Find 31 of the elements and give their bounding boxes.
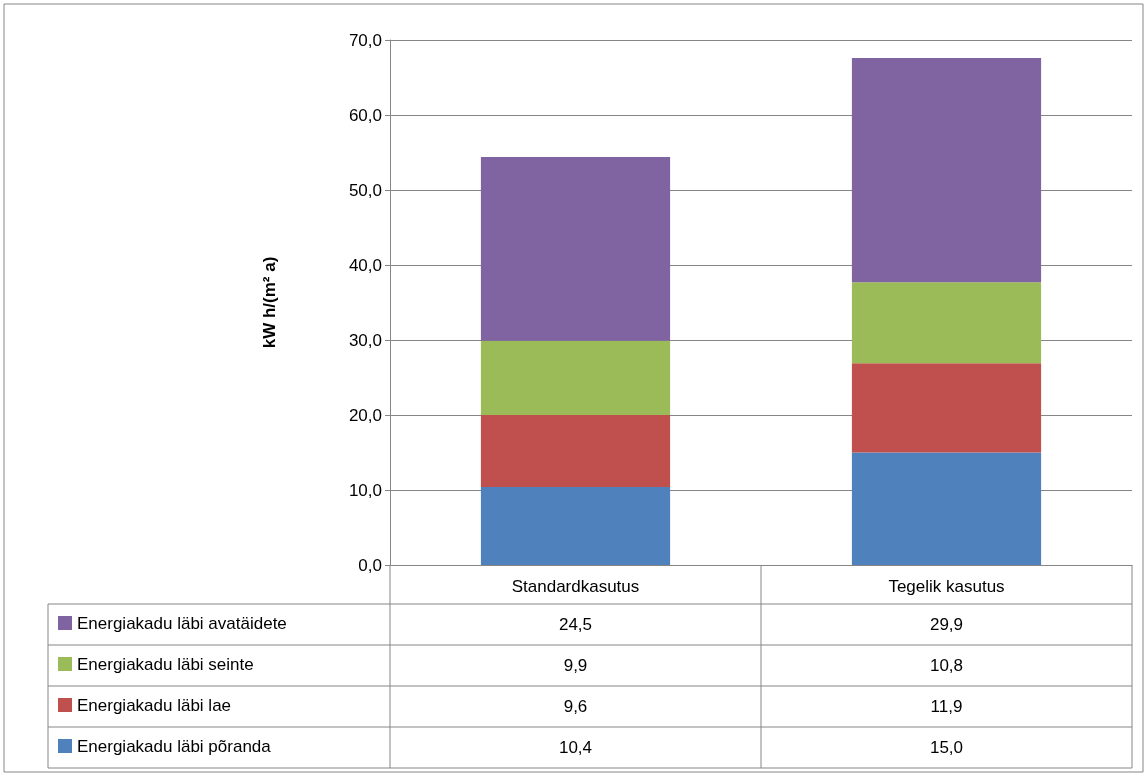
bar (480, 415, 671, 487)
bar (480, 487, 671, 565)
data-label: 9,9 (563, 656, 588, 675)
y-tick-label: 40,0 (348, 255, 382, 275)
bar (851, 452, 1042, 565)
data-label: 15,0 (929, 738, 964, 757)
legend-label: Energiakadu läbi lae (77, 695, 232, 715)
data-label: 11,9 (930, 697, 963, 716)
x-tick-label: Standardkasutus (511, 577, 640, 596)
bar (851, 282, 1042, 364)
y-tick-label: 0,0 (358, 555, 382, 575)
y-tick-label: 50,0 (348, 180, 382, 200)
data-label: 10,4 (558, 738, 593, 757)
data-label: 24,5 (558, 615, 593, 634)
data-label: 9,6 (563, 697, 588, 716)
data-label: 29,9 (929, 615, 964, 634)
bar (480, 340, 671, 415)
bar (851, 58, 1042, 283)
x-tick-label: Tegelik kasutus (888, 577, 1005, 596)
y-axis-title: kW h/(m² a) (260, 256, 279, 349)
bar (851, 363, 1042, 453)
y-tick-label: 10,0 (348, 480, 382, 500)
y-tick-label: 30,0 (348, 330, 382, 350)
legend-label: Energiakadu läbi põranda (77, 736, 272, 756)
y-tick-label: 70,0 (348, 30, 382, 50)
y-tick-label: 60,0 (348, 105, 382, 125)
bar (480, 157, 671, 341)
legend-label: Energiakadu läbi avatäidete (77, 613, 287, 633)
data-label: 10,8 (929, 656, 964, 675)
y-tick-label: 20,0 (348, 405, 382, 425)
legend-label: Energiakadu läbi seinte (77, 654, 254, 674)
